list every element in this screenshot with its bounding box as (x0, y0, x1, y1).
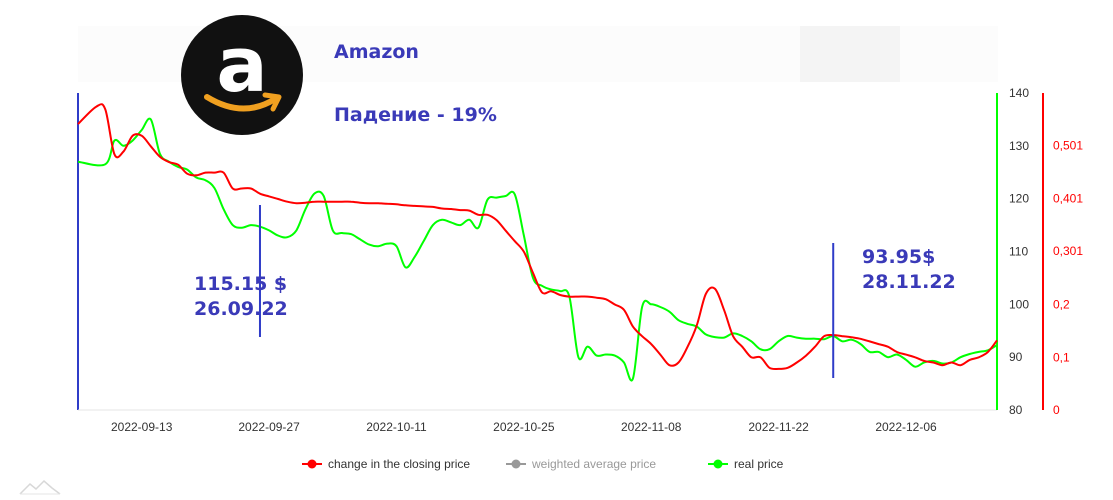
smile-arrow-icon (204, 92, 282, 112)
watermark-mountains-icon (19, 479, 61, 495)
drop-percentage: Падение - 19% (334, 104, 497, 126)
legend-group: change in the closing price weighted aver… (302, 457, 784, 471)
title-strip-panel (800, 26, 900, 82)
red-axis-tick-label: 0,401 (1053, 191, 1083, 205)
legend-dot-icon (307, 459, 317, 469)
annotation-end: 93.95$ 28.11.22 (862, 245, 956, 295)
green-axis-tick-label: 110 (1009, 245, 1028, 259)
company-name: Amazon (334, 41, 419, 63)
x-axis-tick-label: 2022-10-25 (493, 420, 555, 434)
annotation-start-date: 26.09.22 (194, 298, 288, 320)
annotation-lines (258, 205, 835, 378)
x-axis-tick-label: 2022-11-08 (621, 420, 682, 434)
legend-label: weighted average price (531, 457, 656, 471)
legend-item[interactable]: real price (708, 457, 784, 471)
green-axis-tick-label: 80 (1009, 403, 1023, 417)
annotation-start: 115.15 $ 26.09.22 (194, 272, 288, 322)
red-axis-tick-label: 0,2 (1053, 298, 1070, 312)
x-axis-tick-label: 2022-09-27 (238, 420, 300, 434)
red-axis-tick-label: 0 (1053, 403, 1060, 417)
series-line (77, 103, 998, 371)
logo-letter-a: a (216, 20, 268, 109)
red-axis-tick-label: 0,501 (1053, 139, 1083, 153)
legend-item[interactable]: weighted average price (506, 457, 656, 471)
series-real-price (77, 117, 998, 382)
series-line (77, 117, 998, 382)
x-axis-tick-label: 2022-11-22 (748, 420, 809, 434)
legend-dot-icon (713, 459, 723, 469)
annotation-end-price: 93.95$ (862, 246, 936, 268)
green-axis-tick-label: 90 (1009, 350, 1023, 364)
red-axis-tick-label: 0,301 (1053, 244, 1083, 258)
legend-label: change in the closing price (328, 457, 470, 471)
series-change-in-the-closing-price (77, 103, 998, 371)
series-group (77, 103, 998, 382)
x-axis-tick-label: 2022-09-13 (111, 420, 173, 434)
green-axis-tick-label: 120 (1009, 192, 1029, 206)
green-axis-tick-label: 130 (1009, 139, 1029, 153)
green-axis-tick-label: 140 (1009, 86, 1029, 100)
annotation-start-price: 115.15 $ (194, 273, 288, 295)
amazon-logo: a (181, 15, 303, 135)
x-axis-tick-label: 2022-12-06 (875, 420, 937, 434)
legend-item[interactable]: change in the closing price (302, 457, 470, 471)
green-axis-tick-label: 100 (1009, 297, 1029, 311)
legend-label: real price (734, 457, 784, 471)
axes-group: 80 90 100 110 120 130 140 0 0,1 0,2 0,301 0,401 0,50… (77, 86, 1083, 434)
legend-dot-icon (511, 459, 521, 469)
red-axis-tick-label: 0,1 (1053, 350, 1070, 364)
x-axis-tick-label: 2022-10-11 (366, 420, 427, 434)
annotation-end-date: 28.11.22 (862, 271, 956, 293)
